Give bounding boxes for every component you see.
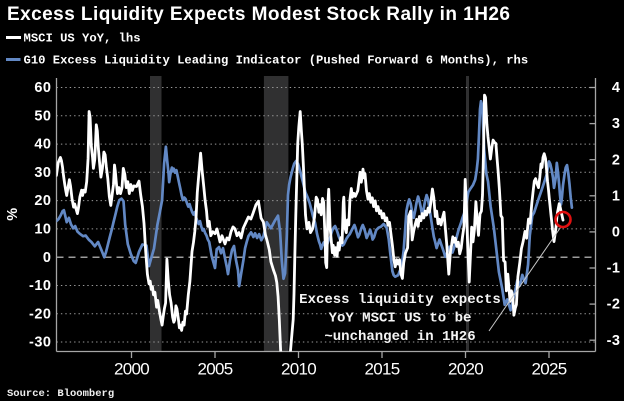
svg-text:2005: 2005 [197,360,232,379]
svg-text:MSCI US YoY, lhs: MSCI US YoY, lhs [24,32,141,46]
svg-text:2: 2 [612,152,621,168]
svg-text:30: 30 [34,165,51,181]
svg-text:G10 Excess Liquidity Leading I: G10 Excess Liquidity Leading Indicator (… [24,54,529,68]
svg-text:0: 0 [612,225,621,241]
svg-text:2020: 2020 [448,360,483,379]
svg-text:20: 20 [34,193,51,209]
svg-text:40: 40 [34,137,51,153]
svg-text:2015: 2015 [364,360,399,379]
svg-text:Source: Bloomberg: Source: Bloomberg [7,388,114,400]
svg-text:2010: 2010 [281,360,316,379]
svg-text:1: 1 [612,188,621,204]
svg-text:Excess liquidity expects: Excess liquidity expects [299,292,501,308]
svg-text:3: 3 [612,116,621,132]
svg-text:-10: -10 [29,278,51,294]
svg-text:10: 10 [34,222,51,238]
svg-text:4: 4 [612,80,621,96]
svg-text:-3: -3 [607,333,621,349]
svg-text:60: 60 [34,80,51,96]
svg-text:~unchanged in 1H26: ~unchanged in 1H26 [324,329,475,345]
svg-text:Excess Liquidity Expects Modes: Excess Liquidity Expects Modest Stock Ra… [7,4,510,25]
svg-text:YoY MSCI US to be: YoY MSCI US to be [329,311,472,327]
svg-text:%: % [5,207,21,220]
svg-text:2025: 2025 [531,360,566,379]
svg-text:-1: -1 [607,261,621,277]
svg-text:-2: -2 [607,297,621,313]
svg-text:2000: 2000 [114,360,149,379]
svg-text:-20: -20 [29,306,51,322]
svg-text:50: 50 [34,108,51,124]
svg-text:0: 0 [43,250,52,266]
svg-text:-30: -30 [29,335,51,351]
